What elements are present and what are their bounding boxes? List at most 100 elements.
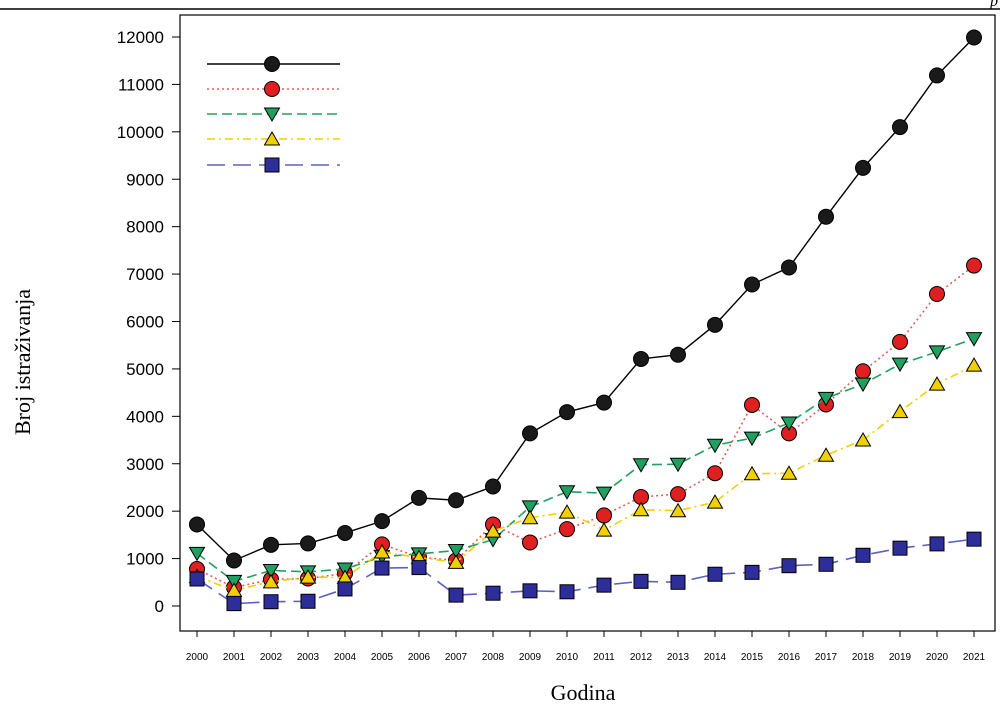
data-point bbox=[928, 376, 946, 391]
series-line bbox=[196, 538, 975, 605]
data-point bbox=[966, 257, 982, 274]
x-tick-label: 2008 bbox=[482, 652, 505, 663]
data-point bbox=[595, 486, 613, 502]
legend-marker bbox=[264, 81, 280, 97]
data-point bbox=[300, 593, 316, 609]
y-tick-label: 0 bbox=[155, 597, 164, 616]
x-tick-label: 2019 bbox=[889, 652, 912, 663]
data-point bbox=[558, 504, 576, 519]
data-point bbox=[670, 486, 686, 503]
data-point bbox=[374, 513, 390, 530]
y-tick-label: 7000 bbox=[126, 265, 164, 284]
data-point bbox=[300, 535, 316, 552]
data-point bbox=[965, 357, 983, 372]
legend-entry-3 bbox=[207, 107, 340, 123]
data-point bbox=[854, 432, 872, 447]
data-point bbox=[447, 544, 465, 559]
x-tick-label: 2021 bbox=[963, 652, 986, 663]
data-point bbox=[559, 404, 575, 421]
y-tick-label: 6000 bbox=[126, 313, 164, 332]
x-tick-label: 2014 bbox=[704, 652, 727, 663]
data-point bbox=[263, 594, 279, 610]
x-tick-label: 2011 bbox=[593, 652, 615, 663]
data-point bbox=[781, 259, 797, 276]
data-point bbox=[891, 403, 909, 419]
data-point bbox=[632, 458, 650, 473]
x-tick-label: 2000 bbox=[186, 652, 209, 663]
data-point bbox=[744, 276, 760, 293]
data-point bbox=[928, 345, 946, 360]
data-point bbox=[855, 363, 871, 380]
series-line bbox=[196, 364, 975, 592]
y-tick-label: 1000 bbox=[126, 550, 164, 569]
x-tick-label: 2004 bbox=[334, 652, 357, 663]
y-tick-label: 10000 bbox=[117, 123, 164, 142]
data-point bbox=[596, 577, 612, 593]
x-axis-title: Godina bbox=[551, 680, 616, 705]
data-point bbox=[522, 534, 538, 551]
data-point bbox=[633, 350, 649, 367]
data-point bbox=[892, 333, 908, 350]
x-tick-label: 2013 bbox=[667, 652, 690, 663]
x-tick-label: 2015 bbox=[741, 652, 764, 663]
data-point bbox=[411, 560, 427, 576]
data-point bbox=[337, 524, 353, 541]
data-point bbox=[336, 562, 354, 578]
x-tick-label: 2003 bbox=[297, 652, 320, 663]
data-point bbox=[817, 391, 835, 407]
header-letter: p bbox=[989, 0, 998, 10]
data-point bbox=[669, 502, 687, 518]
data-point bbox=[558, 485, 576, 500]
y-axis: 0 1000 2000 3000 4000 5000 6000 7000 8000 9000 100… bbox=[117, 28, 180, 616]
legend-marker bbox=[263, 130, 281, 146]
y-tick-label: 8000 bbox=[126, 218, 164, 237]
y-tick-label: 4000 bbox=[126, 407, 164, 426]
data-point bbox=[632, 501, 650, 517]
x-tick-label: 2002 bbox=[260, 652, 283, 663]
data-point bbox=[225, 574, 243, 590]
series-line bbox=[196, 264, 975, 589]
data-point bbox=[707, 316, 723, 333]
data-point bbox=[374, 560, 390, 576]
data-point bbox=[189, 516, 205, 533]
data-point bbox=[263, 536, 279, 553]
plot-frame bbox=[179, 14, 996, 632]
data-point bbox=[929, 285, 945, 302]
data-point bbox=[706, 438, 724, 454]
x-tick-label: 2001 bbox=[223, 652, 246, 663]
x-tick-label: 2009 bbox=[519, 652, 542, 663]
data-point bbox=[448, 587, 464, 603]
data-point bbox=[189, 571, 205, 587]
series-5 bbox=[189, 531, 982, 612]
data-point bbox=[596, 507, 612, 524]
data-point bbox=[965, 332, 983, 347]
x-axis: 2000 2001 2002 2003 2004 2005 2006 2007 2008 2009… bbox=[186, 631, 986, 663]
data-point bbox=[411, 489, 427, 506]
data-point bbox=[226, 596, 242, 612]
data-point bbox=[670, 346, 686, 363]
data-point bbox=[484, 523, 502, 538]
data-point bbox=[373, 543, 391, 559]
series-layer bbox=[188, 29, 983, 612]
data-point bbox=[892, 540, 908, 556]
legend-entry-5 bbox=[207, 157, 340, 173]
series-line bbox=[196, 337, 975, 583]
data-point bbox=[781, 558, 797, 574]
series-line bbox=[196, 36, 975, 562]
x-tick-label: 2016 bbox=[778, 652, 801, 663]
data-point bbox=[262, 563, 280, 579]
data-point bbox=[966, 29, 982, 46]
data-point bbox=[707, 566, 723, 582]
y-axis-title: Broj istraživanja bbox=[10, 289, 35, 435]
data-point bbox=[448, 492, 464, 509]
data-point bbox=[892, 119, 908, 136]
data-point bbox=[337, 581, 353, 597]
data-point bbox=[780, 465, 798, 480]
legend bbox=[207, 56, 340, 173]
data-point bbox=[485, 478, 501, 495]
data-point bbox=[744, 396, 760, 413]
data-point bbox=[633, 573, 649, 589]
data-point bbox=[929, 67, 945, 84]
data-point bbox=[262, 573, 280, 589]
